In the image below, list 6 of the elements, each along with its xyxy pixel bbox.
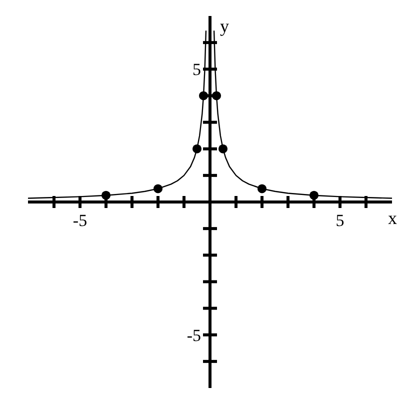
point	[218, 144, 228, 154]
point	[153, 184, 163, 194]
y-axis-title: y	[220, 16, 229, 37]
point	[257, 184, 267, 194]
x-axis-title: x	[388, 208, 397, 229]
point	[192, 144, 202, 154]
